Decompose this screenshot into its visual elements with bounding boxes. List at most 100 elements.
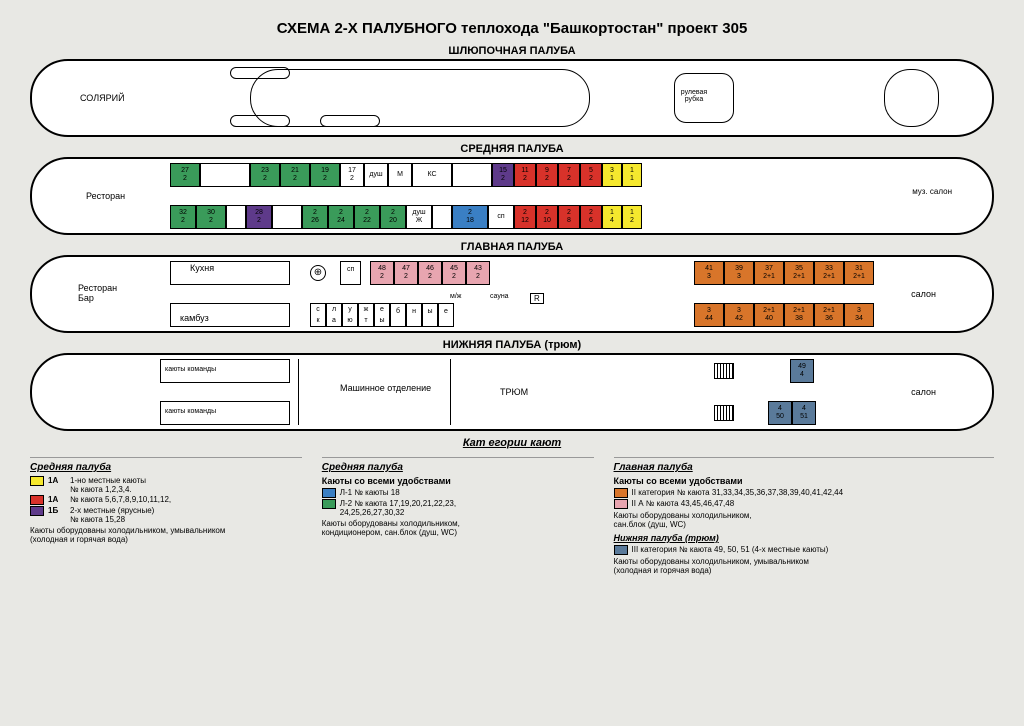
legend: Средняя палуба 1А1-но местные каюты № ка… [30, 457, 994, 575]
crew-bot: каюты команды [160, 401, 290, 425]
cabin: 152 [492, 163, 514, 187]
swatch [322, 499, 336, 509]
swatch [614, 545, 628, 555]
legend-col3-lower-rows: III категория № каюта 49, 50, 51 (4-х ме… [614, 545, 994, 555]
deck-label-lower: НИЖНЯЯ ПАЛУБА (трюм) [30, 339, 994, 351]
cabin: 334 [844, 303, 874, 327]
cabin-49: 494 [790, 359, 814, 383]
cabin: 282 [246, 205, 272, 229]
cabin [452, 163, 492, 187]
cabin: 52 [580, 163, 602, 187]
main-bottom-orange: 3443422+1402+1382+136334 [694, 303, 874, 327]
legend-col3-rows: II категория № каюта 31,33,34,35,36,37,3… [614, 488, 994, 509]
legend-col3-subtitle: Каюты со всеми удобствами [614, 476, 994, 486]
legend-row: III категория № каюта 49, 50, 51 (4-х ме… [614, 545, 994, 555]
middle-bottom-row: 322302282226224222220душЖ218сп2122102826… [170, 205, 874, 229]
cabin: 2+138 [784, 303, 814, 327]
main-pink-row: 482472462452432 [370, 261, 490, 285]
cabin-50: 450 [768, 401, 792, 425]
cabin [200, 163, 250, 187]
categories-title: Кат егории кают [30, 437, 994, 449]
cabin: КС [412, 163, 452, 187]
cabin: 31 [602, 163, 622, 187]
cabin: 28 [558, 205, 580, 229]
cabin: 72 [558, 163, 580, 187]
cabin: 322 [170, 205, 196, 229]
cabin: 452 [442, 261, 466, 285]
cabin: 432 [466, 261, 490, 285]
legend-col-1: Средняя палуба 1А1-но местные каюты № ка… [30, 457, 302, 575]
cabin: 272 [170, 163, 200, 187]
main-deck: Ресторан Бар Кухня камбуз салон ⊕ сп 482… [30, 255, 994, 333]
cabin: 192 [310, 163, 340, 187]
cabin [432, 205, 452, 229]
cabin: 372+1 [754, 261, 784, 285]
deck-label-middle: СРЕДНЯЯ ПАЛУБА [30, 143, 994, 155]
legend-row: II категория № каюта 31,33,34,35,36,37,3… [614, 488, 994, 498]
cabin: 462 [418, 261, 442, 285]
swatch [614, 488, 628, 498]
legend-col3-title: Главная палуба [614, 462, 994, 473]
legend-row: II А № каюта 43,45,46,47,48 [614, 499, 994, 509]
cabin [272, 205, 302, 229]
swatch [30, 476, 44, 486]
cabin: 224 [328, 205, 354, 229]
cabin: 220 [380, 205, 406, 229]
cabin: М [388, 163, 412, 187]
legend-col3-lower-title: Нижняя палуба (трюм) [614, 533, 994, 543]
restaurant-bar-label: Ресторан Бар [78, 283, 117, 303]
sauna-label: сауна [490, 293, 509, 300]
cabin: душ [364, 163, 388, 187]
engine-label: Машинное отделение [340, 383, 431, 393]
cabin: 312+1 [844, 261, 874, 285]
deck-label-main: ГЛАВНАЯ ПАЛУБА [30, 241, 994, 253]
legend-row: 1А1-но местные каюты № каюта 1,2,3,4. [30, 476, 302, 494]
legend-col-3: Главная палуба Каюты со всеми удобствами… [614, 457, 994, 575]
deck-label-boat: ШЛЮПОЧНАЯ ПАЛУБА [30, 45, 994, 57]
mzh-label: м/ж [450, 293, 461, 300]
legend-col3-lower-note: Каюты оборудованы холодильником, умываль… [614, 557, 994, 575]
cabin: 218 [452, 205, 488, 229]
legend-col2-title: Средняя палуба [322, 462, 594, 473]
legend-col-2: Средняя палуба Каюты со всеми удобствами… [322, 457, 594, 575]
cabin: 210 [536, 205, 558, 229]
salon-label: муз. салон [912, 187, 952, 196]
r-label: R [530, 293, 544, 304]
cabin: 212 [280, 163, 310, 187]
cabin: 393 [724, 261, 754, 285]
service-cells: склауюжтеыбные [310, 303, 454, 327]
legend-row: Л-2 № каюта 17,19,20,21,22,23, 24,25,26,… [322, 499, 594, 517]
legend-col2-rows: Л-1 № каюты 18Л-2 № каюта 17,19,20,21,22… [322, 488, 594, 517]
cabin: 2+136 [814, 303, 844, 327]
legend-col3-note: Каюты оборудованы холодильником, сан.бло… [614, 511, 994, 529]
cabin: 2+140 [754, 303, 784, 327]
cabin [226, 205, 246, 229]
swatch [30, 495, 44, 505]
cabin: сп [488, 205, 514, 229]
lower-deck: каюты команды каюты команды Машинное отд… [30, 353, 994, 431]
main-top-orange: 413393372+1352+1332+1312+1 [694, 261, 874, 285]
restaurant-label: Ресторан [86, 191, 125, 201]
cabin: 12 [622, 205, 642, 229]
cabin: 222 [354, 205, 380, 229]
cabin-51: 451 [792, 401, 816, 425]
swatch [614, 499, 628, 509]
cabin: 26 [580, 205, 602, 229]
cabin: 14 [602, 205, 622, 229]
cabin: 302 [196, 205, 226, 229]
cabin: 112 [514, 163, 536, 187]
boat-deck: СОЛЯРИЙ рулевая рубка [30, 59, 994, 137]
swatch [30, 506, 44, 516]
middle-top-row: 272232212192172душМКС1521129272523111 [170, 163, 874, 187]
legend-col1-title: Средняя палуба [30, 462, 302, 473]
cabin: 472 [394, 261, 418, 285]
cabin: 332+1 [814, 261, 844, 285]
page-title: СХЕМА 2-Х ПАЛУБНОГО теплохода "Башкортос… [30, 20, 994, 37]
legend-col1-note: Каюты оборудованы холодильником, умываль… [30, 526, 302, 544]
crew-top: каюты команды [160, 359, 290, 383]
legend-col1-rows: 1А1-но местные каюты № каюта 1,2,3,4.1А№… [30, 476, 302, 524]
legend-col2-subtitle: Каюты со всеми удобствами [322, 476, 594, 486]
cabin: 413 [694, 261, 724, 285]
cabin: 212 [514, 205, 536, 229]
solarium-label: СОЛЯРИЙ [80, 93, 125, 103]
